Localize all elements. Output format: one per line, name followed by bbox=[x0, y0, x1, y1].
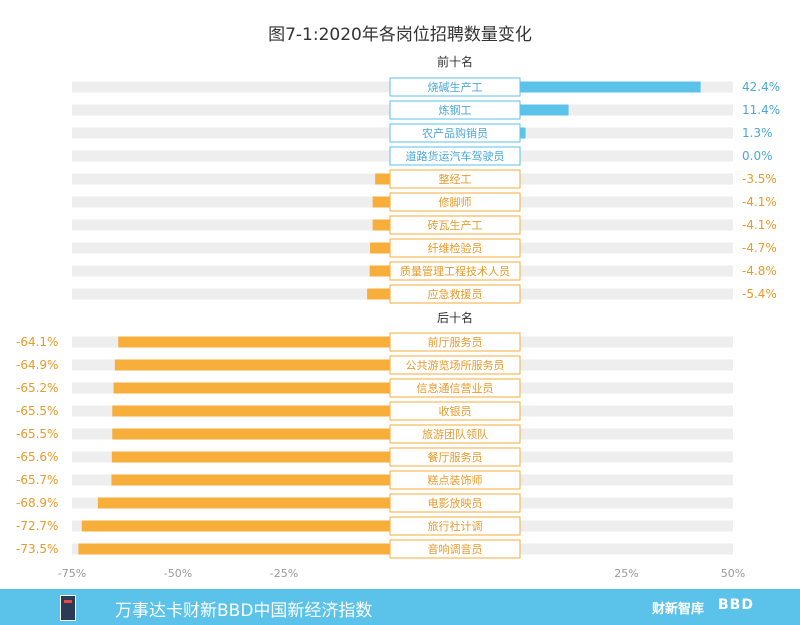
bar bbox=[112, 428, 390, 440]
category-label-box bbox=[389, 215, 521, 235]
category-label-box bbox=[389, 77, 521, 97]
category-label-box bbox=[389, 378, 521, 398]
category-label: 砖瓦生产工 bbox=[428, 218, 483, 232]
bar bbox=[81, 520, 390, 532]
category-label: 信息通信营业员 bbox=[417, 381, 494, 395]
value-label: -4.1% bbox=[742, 195, 777, 209]
category-label: 旅游团队领队 bbox=[422, 427, 488, 441]
x-axis-ticks: -75% -50% -25% 25% 50% bbox=[58, 567, 745, 580]
bar bbox=[520, 127, 526, 139]
category-label: 质量管理工程技术人员 bbox=[400, 264, 510, 278]
value-label: -68.9% bbox=[16, 496, 58, 510]
category-label-box bbox=[389, 493, 521, 513]
category-label-box bbox=[389, 100, 521, 120]
value-label: -65.7% bbox=[16, 473, 58, 487]
category-label-box bbox=[389, 539, 521, 559]
category-label: 烧碱生产工 bbox=[428, 80, 483, 94]
chart-title: 图7-1:2020年各岗位招聘数量变化 bbox=[268, 25, 532, 45]
category-label: 前厅服务员 bbox=[428, 335, 483, 349]
value-label: -64.1% bbox=[16, 335, 58, 349]
bar bbox=[520, 104, 569, 116]
category-label-box bbox=[389, 261, 521, 281]
bar bbox=[118, 336, 390, 348]
category-label: 收银员 bbox=[439, 404, 472, 418]
value-label: -65.2% bbox=[16, 381, 58, 395]
category-label-box bbox=[389, 401, 521, 421]
bar bbox=[111, 451, 390, 463]
value-label: -65.5% bbox=[16, 427, 58, 441]
bar bbox=[372, 196, 390, 208]
category-label-box bbox=[389, 355, 521, 375]
bar bbox=[372, 219, 390, 231]
bar bbox=[367, 288, 390, 300]
footer-title: 万事达卡财新BBD中国新经济指数 bbox=[115, 601, 373, 621]
category-label: 音响调音员 bbox=[428, 542, 483, 556]
value-label: -64.9% bbox=[16, 358, 58, 372]
value-label-layer: 42.4% 11.4% 1.3% 0.0% -3.5% -4.1% -4.1% -4.7% -4… bbox=[16, 80, 780, 556]
value-label: 0.0% bbox=[742, 149, 773, 163]
category-label: 应急救援员 bbox=[428, 287, 483, 301]
category-label-box bbox=[389, 123, 521, 143]
bar bbox=[114, 359, 390, 371]
bar-layer bbox=[78, 81, 701, 555]
x-tick-label: -50% bbox=[164, 567, 192, 580]
value-label: -5.4% bbox=[742, 287, 777, 301]
category-label-box bbox=[389, 424, 521, 444]
category-label-box bbox=[389, 470, 521, 490]
category-label: 炼钢工 bbox=[439, 103, 472, 117]
bar bbox=[112, 405, 390, 417]
category-label: 电影放映员 bbox=[428, 496, 483, 510]
value-label: -4.7% bbox=[742, 241, 777, 255]
group-label-bottom-ten: 后十名 bbox=[437, 310, 473, 325]
category-label-box bbox=[389, 192, 521, 212]
x-tick-label: -25% bbox=[270, 567, 298, 580]
value-label: -4.8% bbox=[742, 264, 777, 278]
category-label-box bbox=[389, 238, 521, 258]
footer-brand-bbd: BBD bbox=[718, 597, 754, 613]
category-label-box bbox=[389, 169, 521, 189]
value-label: -65.5% bbox=[16, 404, 58, 418]
category-label-box bbox=[389, 447, 521, 467]
value-label: 1.3% bbox=[742, 126, 773, 140]
bar bbox=[370, 242, 390, 254]
value-label: 11.4% bbox=[742, 103, 780, 117]
value-label: 42.4% bbox=[742, 80, 780, 94]
category-label: 纤维检验员 bbox=[428, 241, 483, 255]
group-label-top-ten: 前十名 bbox=[437, 54, 473, 69]
bar bbox=[97, 497, 390, 509]
category-label: 旅行社计调 bbox=[428, 519, 483, 533]
magazine-logo-icon bbox=[60, 595, 76, 621]
value-label: -72.7% bbox=[16, 519, 58, 533]
category-label: 糕点装饰师 bbox=[428, 473, 483, 487]
category-label-box bbox=[389, 284, 521, 304]
category-label: 整经工 bbox=[439, 172, 472, 186]
value-label: -3.5% bbox=[742, 172, 777, 186]
value-label: -73.5% bbox=[16, 542, 58, 556]
x-tick-label: 50% bbox=[721, 567, 745, 580]
bar bbox=[111, 474, 390, 486]
category-label-box bbox=[389, 516, 521, 536]
category-label-layer: 烧碱生产工炼钢工农产品购销员道路货运汽车驾驶员整经工修脚师砖瓦生产工纤维检验员质… bbox=[389, 77, 521, 559]
category-label: 道路货运汽车驾驶员 bbox=[406, 149, 505, 163]
category-label: 公共游览场所服务员 bbox=[406, 358, 505, 372]
x-tick-label: 25% bbox=[614, 567, 638, 580]
category-label: 农产品购销员 bbox=[422, 126, 488, 140]
category-label: 餐厅服务员 bbox=[428, 450, 483, 464]
category-label-box bbox=[389, 332, 521, 352]
category-label-box bbox=[389, 146, 521, 166]
bar bbox=[369, 265, 390, 277]
x-tick-label: -75% bbox=[58, 567, 86, 580]
chart-canvas: 图7-1:2020年各岗位招聘数量变化 前十名 后十名 烧碱生产工炼钢工农产品购… bbox=[16, 25, 780, 580]
footer-brand-caixin: 财新智库 bbox=[652, 602, 705, 617]
footer-bar: 万事达卡财新BBD中国新经济指数 财新智库 BBD bbox=[0, 589, 800, 625]
bar bbox=[78, 543, 391, 555]
bar bbox=[375, 173, 390, 185]
value-label: -4.1% bbox=[742, 218, 777, 232]
value-label: -65.6% bbox=[16, 450, 58, 464]
bar bbox=[113, 382, 390, 394]
bar bbox=[520, 81, 701, 93]
category-label: 修脚师 bbox=[439, 195, 472, 209]
